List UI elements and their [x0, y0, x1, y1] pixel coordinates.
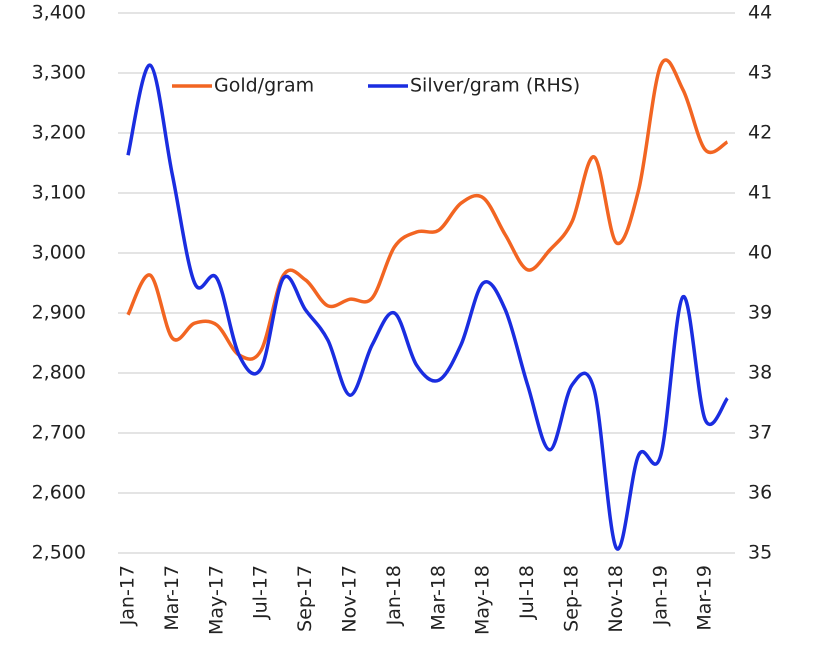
legend-label: Silver/gram (RHS) [410, 75, 580, 97]
x-tick-label: Mar-17 [161, 565, 183, 631]
line-series [126, 63, 729, 551]
x-tick-label: Nov-18 [605, 565, 627, 633]
x-tick-label: Mar-18 [427, 565, 449, 631]
x-tick-label: Sep-18 [561, 565, 583, 632]
y-tick-label: 3,300 [32, 62, 86, 84]
y2-tick-label: 37 [748, 422, 772, 444]
x-tick-label: Sep-17 [294, 565, 316, 632]
x-tick-label: Jan-17 [117, 565, 139, 626]
y2-tick-label: 38 [748, 362, 772, 384]
x-tick-label: Jan-19 [649, 565, 671, 626]
y-tick-label: 2,600 [32, 482, 86, 504]
y-tick-label: 2,900 [32, 302, 86, 324]
y2-tick-label: 36 [748, 482, 772, 504]
y-tick-label: 3,400 [32, 2, 86, 24]
x-tick-label: Jul-18 [516, 565, 538, 620]
y2-tick-label: 35 [748, 542, 772, 564]
legend-label: Gold/gram [214, 75, 314, 97]
y2-tick-label: 44 [748, 2, 772, 24]
x-tick-label: Mar-19 [694, 565, 716, 631]
y-tick-label: 2,700 [32, 422, 86, 444]
y-tick-label: 3,200 [32, 122, 86, 144]
y2-tick-label: 40 [748, 242, 772, 264]
x-tick-label: May-18 [472, 565, 494, 635]
line-series [126, 58, 729, 361]
y2-tick-label: 42 [748, 122, 772, 144]
y-tick-label: 3,100 [32, 182, 86, 204]
x-tick-label: May-17 [205, 565, 227, 635]
y2-tick-label: 41 [748, 182, 772, 204]
y2-tick-label: 39 [748, 302, 772, 324]
y-tick-label: 2,500 [32, 542, 86, 564]
y2-tick-label: 43 [748, 62, 772, 84]
x-tick-label: Nov-17 [339, 565, 361, 633]
y-tick-label: 2,800 [32, 362, 86, 384]
x-tick-label: Jul-17 [250, 565, 272, 620]
y-tick-label: 3,000 [32, 242, 86, 264]
x-tick-label: Jan-18 [383, 565, 405, 626]
